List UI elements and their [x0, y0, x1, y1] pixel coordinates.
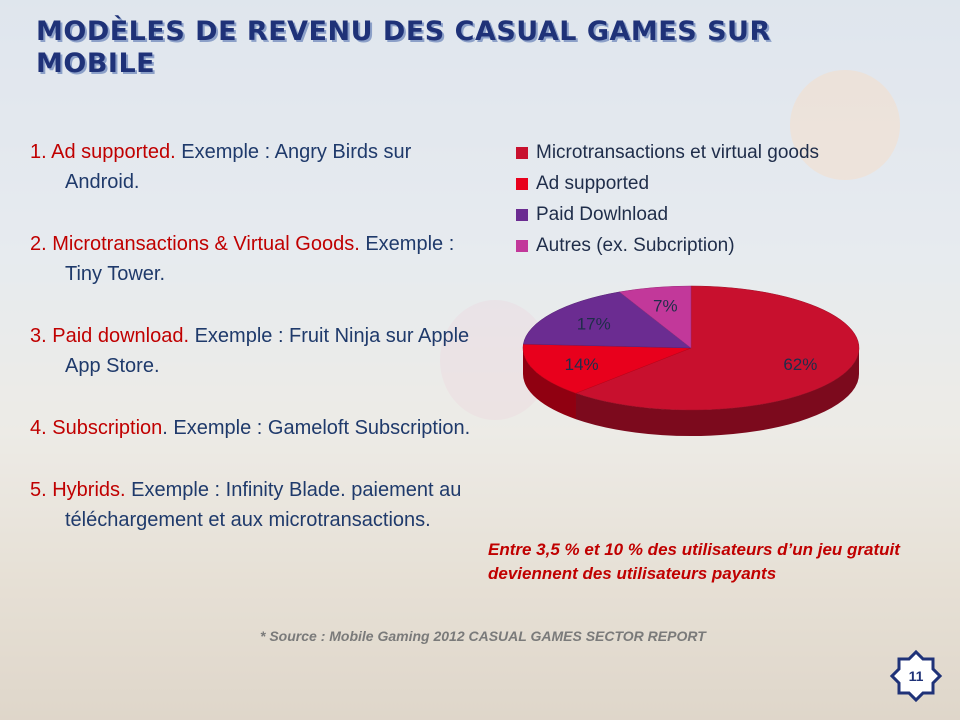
pie-slice-side — [575, 348, 859, 436]
pie-slice — [522, 343, 692, 394]
pie-slice — [575, 285, 860, 411]
slide-title: Modèles de revenu des casual games sur m… — [36, 16, 771, 79]
pie-data-label: 17% — [577, 315, 611, 334]
pie-slice — [523, 291, 692, 349]
source-note: * Source : Mobile Gaming 2012 CASUAL GAM… — [260, 628, 706, 644]
pie-data-label: 14% — [565, 355, 599, 374]
page-number: 11 — [909, 668, 924, 684]
list-item-text: . Exemple : Gameloft Subscription. — [162, 417, 471, 439]
pie-data-label: 62% — [783, 355, 817, 374]
list-item-label: 2. Microtransactions & Virtual Goods. — [30, 233, 360, 255]
pie-slice-side — [523, 348, 576, 420]
stat-note: Entre 3,5 % et 10 % des utilisateurs d’u… — [488, 540, 900, 583]
list-item: 4. Subscription. Exemple : Gameloft Subs… — [30, 413, 480, 443]
legend-swatch — [516, 240, 528, 252]
legend-label: Ad supported — [536, 173, 649, 194]
legend-swatch — [516, 147, 528, 159]
legend-label: Autres (ex. Subcription) — [536, 235, 735, 256]
list-item-label: 1. Ad supported. — [30, 141, 176, 163]
list-item-text: Exemple : Infinity Blade. paiement au té… — [65, 479, 462, 531]
list-item-label: 4. Subscription — [30, 417, 163, 439]
list-item-label: 5. Hybrids. — [30, 479, 126, 501]
legend-label: Paid Dowlnload — [536, 204, 668, 225]
pie-chart: Microtransactions et virtual goods Ad sup… — [516, 142, 860, 436]
list-item-text: Exemple : Tiny Tower. — [65, 233, 455, 285]
legend-swatch — [516, 209, 528, 221]
list-item-text: Exemple : Fruit Ninja sur Apple App Stor… — [65, 325, 470, 377]
badge-fill — [900, 660, 932, 692]
pie-slice — [618, 285, 692, 349]
list-item-text: Exemple : Angry Birds sur Android. — [65, 141, 412, 193]
page-number-badge: 11 — [889, 649, 943, 703]
list-item: 1. Ad supported. Exemple : Angry Birds s… — [30, 137, 480, 197]
list-item: 3. Paid download. Exemple : Fruit Ninja … — [30, 321, 480, 381]
list-item: 2. Microtransactions & Virtual Goods. Ex… — [30, 229, 480, 289]
legend-swatch — [516, 178, 528, 190]
list-item-label: 3. Paid download. — [30, 325, 190, 347]
legend-label: Microtransactions et virtual goods — [536, 142, 819, 163]
revenue-model-list: 1. Ad supported. Exemple : Angry Birds s… — [30, 137, 480, 535]
list-item: 5. Hybrids. Exemple : Infinity Blade. pa… — [30, 475, 480, 535]
pie-data-label: 7% — [653, 297, 678, 316]
